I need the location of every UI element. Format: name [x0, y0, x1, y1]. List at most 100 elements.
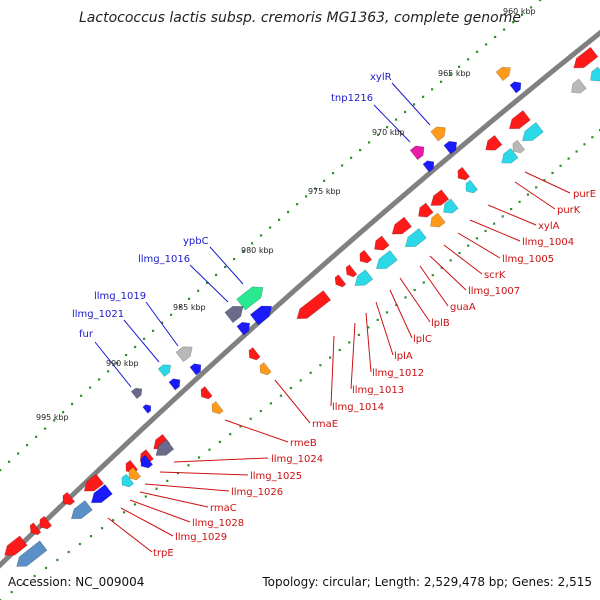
gene-label-lplB[interactable]: lplB: [431, 318, 450, 329]
gene-feature-reverse-41[interactable]: [16, 540, 48, 567]
gene-feature-blue[interactable]: [189, 363, 202, 376]
gene-label-llmg_1029[interactable]: llmg_1029: [175, 532, 227, 543]
gene-label-xylA[interactable]: xylA: [538, 221, 560, 232]
gene-label-guaA[interactable]: guaA: [450, 302, 476, 313]
gene-feature-blue[interactable]: [509, 81, 522, 94]
gene-label-purE[interactable]: purE: [573, 189, 596, 200]
gene-feature-reverse-11[interactable]: [418, 202, 434, 218]
gene-label-llmg_1016[interactable]: llmg_1016: [138, 254, 190, 265]
gene-feature-reverse-4[interactable]: [485, 134, 503, 151]
gene-feature-reverse-26[interactable]: [211, 401, 224, 415]
gene-feature-reverse-35[interactable]: [70, 500, 93, 520]
tick-dot: [26, 444, 29, 447]
gene-label-llmg_1007[interactable]: llmg_1007: [468, 286, 520, 297]
gene-label-llmg_1025[interactable]: llmg_1025: [250, 471, 302, 482]
gene-label-lplC[interactable]: lplC: [413, 334, 432, 345]
gene-feature-ypbC[interactable]: [236, 286, 264, 311]
gene-label-llmg_1024[interactable]: llmg_1024: [271, 454, 323, 465]
label-leader-line: [139, 491, 209, 508]
gene-feature-reverse-34[interactable]: [90, 484, 113, 504]
gene-feature-reverse-37[interactable]: [62, 491, 76, 506]
gene-label-llmg_1004[interactable]: llmg_1004: [522, 237, 574, 248]
scale-label-960: 960 kbp: [503, 7, 536, 16]
gene-feature-reverse-18[interactable]: [375, 250, 398, 270]
gene-feature-reverse-23[interactable]: [248, 347, 261, 361]
gene-label-scrK[interactable]: scrK: [484, 270, 506, 281]
gene-feature-reverse-10[interactable]: [430, 189, 450, 206]
tick-dot: [251, 242, 254, 245]
gene-feature-reverse-2[interactable]: [590, 66, 600, 82]
gene-feature-reverse-15[interactable]: [404, 228, 427, 248]
gene-feature-reverse-8[interactable]: [457, 166, 471, 181]
gene-feature-tnp1216[interactable]: [409, 145, 425, 161]
gene-feature-reverse-31[interactable]: [140, 454, 154, 469]
gene-feature-reverse-32[interactable]: [128, 466, 142, 481]
gene-feature-reverse-25[interactable]: [200, 386, 213, 400]
forward-gene-labels: xylR tnp1216 ypbC llmg_1016 llmg_1019 ll…: [72, 72, 392, 340]
gene-label-rmaC[interactable]: rmaC: [210, 503, 237, 514]
gene-feature-reverse-13[interactable]: [443, 198, 459, 214]
gene-feature-reverse-5[interactable]: [521, 122, 544, 142]
gene-feature-reverse-24[interactable]: [259, 362, 272, 376]
gene-feature-reverse-22[interactable]: [296, 290, 332, 320]
gene-feature-reverse-36[interactable]: [83, 473, 104, 492]
gene-label-purK[interactable]: purK: [557, 205, 581, 216]
gene-feature-blue[interactable]: [168, 378, 181, 391]
gene-label-rmaE[interactable]: rmaE: [312, 419, 338, 430]
tick-dot: [485, 43, 488, 46]
gene-feature-reverse-7[interactable]: [512, 139, 526, 154]
gene-feature-reverse-30[interactable]: [155, 439, 175, 456]
gene-feature-reverse-12[interactable]: [391, 216, 412, 235]
gene-feature-blue[interactable]: [142, 404, 152, 414]
gene-feature-reverse-9[interactable]: [465, 179, 479, 194]
gene-label-llmg_1021[interactable]: llmg_1021: [72, 309, 124, 320]
gene-feature-llmg_1021[interactable]: [157, 364, 172, 378]
gene-feature-blue[interactable]: [422, 160, 435, 173]
gene-feature-reverse-19[interactable]: [354, 269, 374, 286]
scale-label-995: 995 kbp: [36, 413, 69, 422]
gene-feature-reverse-38[interactable]: [39, 515, 53, 530]
gene-feature-reverse-14[interactable]: [430, 212, 446, 228]
gene-label-llmg_1012[interactable]: llmg_1012: [372, 368, 424, 379]
gene-feature-blue[interactable]: [236, 321, 251, 336]
tick-dot: [386, 126, 389, 129]
gene-label-llmg_1028[interactable]: llmg_1028: [192, 518, 244, 529]
tick-dot: [44, 566, 48, 570]
gene-feature-blue[interactable]: [249, 305, 273, 326]
gene-label-tnp1216[interactable]: tnp1216: [331, 93, 373, 104]
gene-label-trpE[interactable]: trpE: [153, 548, 174, 559]
tick-dot: [144, 495, 147, 498]
gene-feature-reverse-1[interactable]: [571, 78, 587, 94]
gene-label-lplA[interactable]: lplA: [394, 351, 413, 362]
gene-label-llmg_1013[interactable]: llmg_1013: [352, 385, 404, 396]
gene-feature-xylR[interactable]: [430, 126, 446, 142]
tick-dot: [484, 229, 487, 233]
tick-dot: [526, 193, 529, 196]
gene-feature-reverse-0[interactable]: [573, 46, 599, 69]
gene-label-llmg_1005[interactable]: llmg_1005: [502, 254, 554, 265]
tick-dot: [357, 333, 360, 337]
gene-feature-reverse-20[interactable]: [345, 264, 358, 278]
gene-label-xylR[interactable]: xylR: [370, 72, 392, 83]
gene-feature-reverse-6[interactable]: [501, 147, 519, 164]
gene-feature-llmg_1019[interactable]: [175, 346, 193, 363]
gene-label-rmeB[interactable]: rmeB: [290, 438, 317, 449]
gene-feature-reverse-39[interactable]: [29, 522, 42, 536]
gene-label-fur[interactable]: fur: [79, 329, 94, 340]
gene-label-llmg_1026[interactable]: llmg_1026: [231, 487, 283, 498]
gene-feature-reverse-21[interactable]: [334, 274, 347, 288]
gene-feature-reverse-16[interactable]: [374, 235, 390, 251]
gene-label-ypbC[interactable]: ypbC: [183, 236, 209, 247]
gene-feature-reverse-3[interactable]: [508, 110, 531, 130]
gene-label-llmg_1014[interactable]: llmg_1014: [332, 402, 384, 413]
gene-feature-orange[interactable]: [495, 66, 511, 82]
gene-feature-reverse-40[interactable]: [4, 535, 28, 556]
tick-dot: [348, 341, 351, 344]
tick-dot: [188, 297, 191, 300]
gene-feature-reverse-17[interactable]: [359, 249, 373, 264]
gene-feature-blue[interactable]: [443, 140, 458, 155]
gene-label-llmg_1019[interactable]: llmg_1019: [94, 291, 146, 302]
gene-feature-llmg_1016[interactable]: [224, 305, 244, 324]
gene-feature-reverse-33[interactable]: [121, 473, 135, 488]
gene-feature-fur[interactable]: [130, 387, 143, 400]
